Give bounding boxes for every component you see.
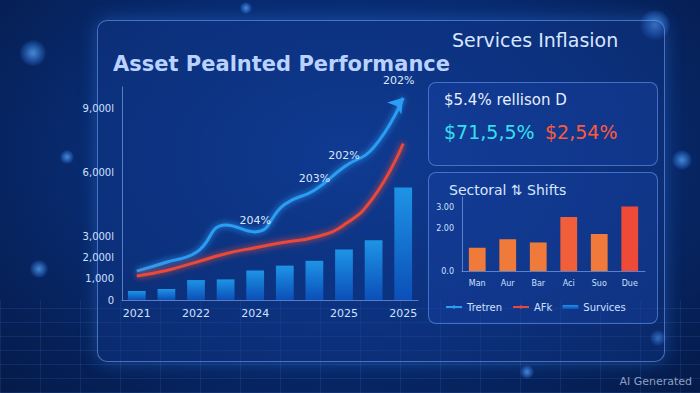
svg-text:9,000l: 9,000l xyxy=(83,103,114,114)
svg-text:Services Inflasion: Services Inflasion xyxy=(452,29,618,51)
svg-text:Suo: Suo xyxy=(592,279,607,288)
svg-text:1,000: 1,000 xyxy=(85,273,114,284)
svg-text:$71,5,5%: $71,5,5% xyxy=(444,121,535,143)
svg-text:0: 0 xyxy=(108,295,114,306)
svg-text:2.00: 2.00 xyxy=(436,224,454,233)
svg-text:Asset Pealnted Performance: Asset Pealnted Performance xyxy=(113,52,450,76)
svg-text:2025: 2025 xyxy=(389,307,417,320)
svg-text:AFk: AFk xyxy=(534,302,553,313)
svg-text:2025: 2025 xyxy=(330,307,358,320)
svg-text:2024: 2024 xyxy=(241,307,269,320)
svg-text:Due: Due xyxy=(622,279,638,288)
svg-text:Man: Man xyxy=(469,279,486,288)
svg-text:Survices: Survices xyxy=(583,302,625,313)
svg-text:$5.4% rellison D: $5.4% rellison D xyxy=(444,91,567,109)
svg-text:3.00: 3.00 xyxy=(436,203,454,212)
svg-text:Sectoral ⇅ Shifts: Sectoral ⇅ Shifts xyxy=(449,182,566,198)
svg-text:Tretren: Tretren xyxy=(466,302,502,313)
svg-text:0.0: 0.0 xyxy=(441,267,454,276)
svg-text:202%: 202% xyxy=(383,74,414,87)
svg-text:Bar: Bar xyxy=(531,279,545,288)
svg-text:3,000l: 3,000l xyxy=(83,231,114,242)
svg-text:AI Generated: AI Generated xyxy=(619,375,692,388)
svg-text:202%: 202% xyxy=(328,149,359,162)
svg-text:$2,54%: $2,54% xyxy=(545,121,617,143)
svg-text:Aur: Aur xyxy=(501,279,516,288)
svg-text:203%: 203% xyxy=(299,172,330,185)
svg-text:6,000l: 6,000l xyxy=(83,167,114,178)
svg-text:2022: 2022 xyxy=(182,307,210,320)
svg-text:204%: 204% xyxy=(239,214,270,227)
svg-text:Aci: Aci xyxy=(563,279,575,288)
svg-text:2021: 2021 xyxy=(123,307,151,320)
svg-text:2,000l: 2,000l xyxy=(83,252,114,263)
